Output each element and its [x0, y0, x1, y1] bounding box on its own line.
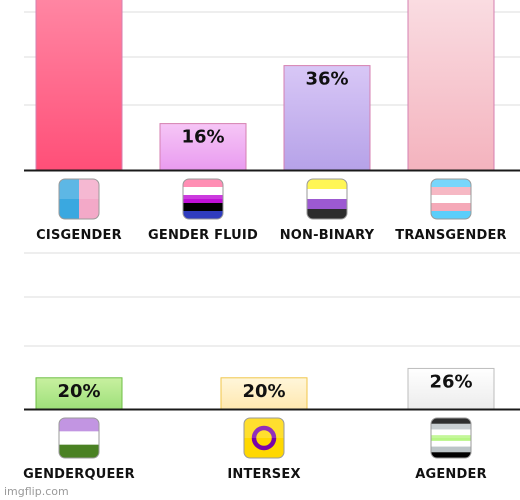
bar-cisgender: [35, 0, 123, 171]
category-label-gender-fluid: GENDER FLUID: [148, 228, 258, 243]
gender-fluid-flag-icon: [182, 178, 224, 220]
agender-flag-icon: [430, 417, 472, 459]
intersex-flag-icon: [243, 417, 285, 459]
bar-intersex: [220, 377, 308, 410]
value-label-intersex: 20%: [242, 381, 285, 402]
category-label-genderqueer: GENDERQUEER: [23, 467, 135, 482]
value-label-agender: 26%: [429, 371, 472, 392]
bar-transgender: [407, 0, 495, 171]
category-label-transgender: TRANSGENDER: [395, 228, 507, 243]
value-label-genderqueer: 20%: [57, 381, 100, 402]
category-label-non-binary: NON-BINARY: [280, 228, 375, 243]
category-label-intersex: INTERSEX: [227, 467, 300, 482]
bar-gender-fluid: [159, 123, 247, 171]
value-label-non-binary: 36%: [305, 69, 348, 90]
bar-agender: [407, 367, 495, 410]
value-label-gender-fluid: 16%: [181, 127, 224, 148]
category-label-agender: AGENDER: [415, 467, 487, 482]
cisgender-flag-icon: [58, 178, 100, 220]
bar-non-binary: [283, 65, 371, 171]
transgender-flag-icon: [430, 178, 472, 220]
chart-panel-bottom: 20% GENDERQUEER 20% INTERSEX 26% AGENDER: [23, 252, 520, 482]
genderqueer-flag-icon: [58, 417, 100, 459]
non-binary-flag-icon: [306, 178, 348, 220]
bar-genderqueer: [35, 377, 123, 410]
category-label-cisgender: CISGENDER: [36, 228, 122, 243]
imgflip-watermark: imgflip.com: [4, 485, 69, 498]
